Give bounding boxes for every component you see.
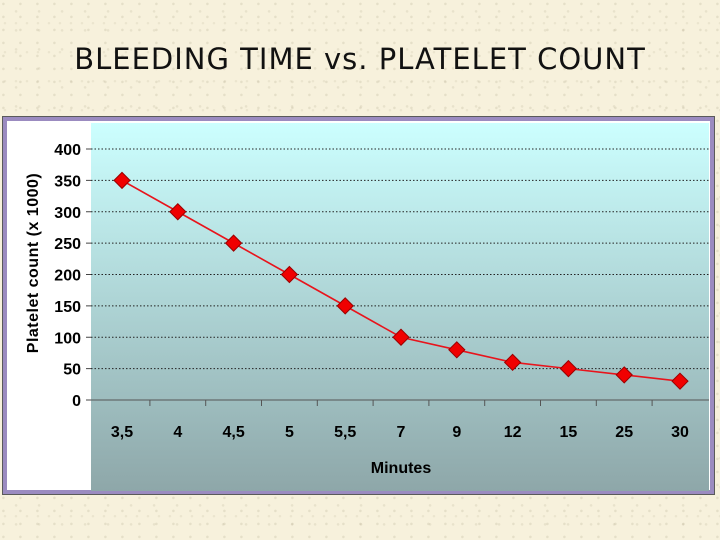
data-point-marker — [336, 297, 354, 315]
y-tick-label: 350 — [54, 173, 81, 190]
y-tick-label: 400 — [54, 142, 81, 159]
data-point-marker — [280, 265, 299, 284]
x-tick-label: 9 — [452, 424, 461, 441]
y-tick-label: 150 — [54, 299, 81, 316]
x-tick-label: 3,5 — [111, 424, 133, 441]
y-tick-label: 0 — [72, 393, 81, 410]
data-point-marker — [671, 372, 689, 390]
x-tick-label: 7 — [397, 424, 406, 441]
data-point-marker — [392, 328, 410, 346]
data-point-marker — [448, 341, 466, 359]
data-point-marker — [169, 203, 187, 221]
data-point-marker — [503, 353, 522, 372]
x-tick-label: 5,5 — [334, 424, 356, 441]
x-tick-label: 5 — [285, 424, 294, 441]
x-tick-label: 30 — [671, 424, 689, 441]
slide-title: BLEEDING TIME vs. PLATELET COUNT — [74, 42, 646, 76]
x-tick-label: 12 — [504, 424, 522, 441]
plot-background — [91, 123, 709, 491]
data-point-marker — [224, 234, 243, 252]
x-tick-label: 25 — [615, 424, 633, 441]
x-tick-label: 4,5 — [222, 424, 244, 441]
y-tick-label: 200 — [54, 268, 81, 285]
data-point-marker — [615, 366, 633, 384]
y-tick-label: 50 — [63, 362, 81, 379]
data-point-marker — [559, 359, 578, 378]
y-axis-title: Platelet count (x 1000) — [25, 173, 42, 353]
x-axis-title: Minutes — [371, 460, 432, 477]
x-tick-label: 4 — [173, 424, 182, 441]
y-tick-label: 300 — [54, 205, 81, 222]
x-tick-label: 15 — [560, 424, 578, 441]
y-tick-label: 250 — [54, 236, 81, 253]
data-point-marker — [113, 171, 131, 190]
y-tick-label: 100 — [54, 330, 81, 347]
